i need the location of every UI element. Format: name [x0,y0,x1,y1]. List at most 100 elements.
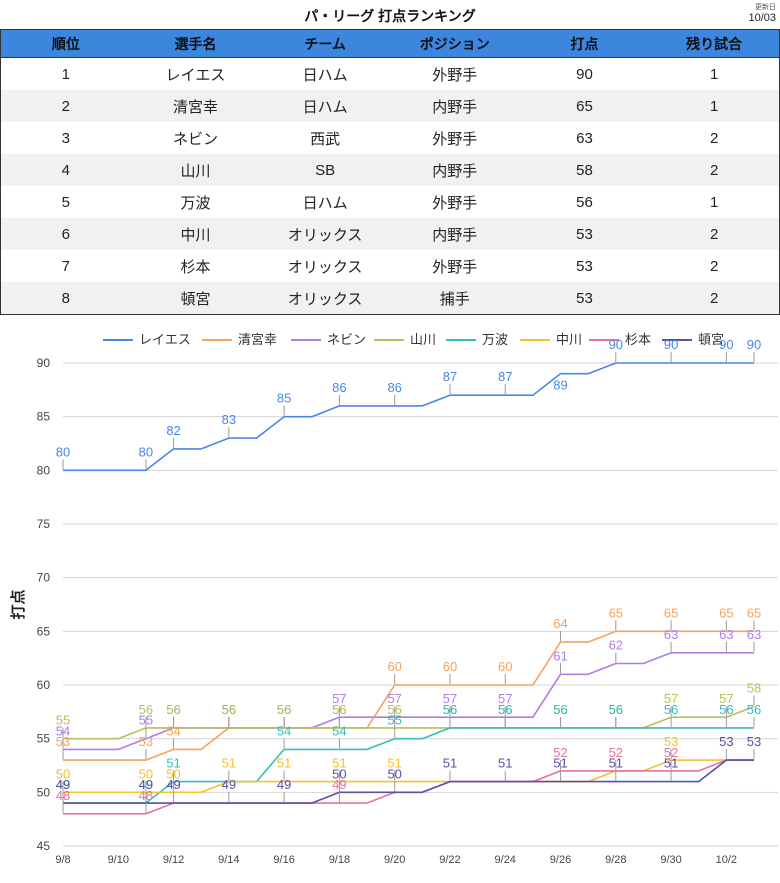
team-cell: 日ハム [260,186,390,218]
data-label: 56 [609,702,623,717]
legend-item: ネビン [291,332,366,347]
column-header-remaining: 残り試合 [649,30,779,58]
page-title: パ・リーグ 打点ランキング [304,8,476,24]
data-label: 56 [332,702,346,717]
series-line [63,630,754,761]
data-label: 57 [664,691,678,706]
data-label: 57 [719,691,733,706]
data-label: 50 [139,766,153,781]
data-label: 54 [277,723,291,738]
data-label: 51 [332,756,346,771]
data-label: 56 [747,702,761,717]
data-label: 56 [277,702,291,717]
rbi-line-chart: 45 50 55 60 65 70 75 80 85 90 9/8 9/10 9/12 9/14 9/16 9… [0,322,780,878]
table-row: 4 山川 SB 内野手 58 2 [1,154,779,186]
data-label: 56 [609,702,623,717]
y-tick-label: 85 [37,410,51,424]
data-label: 62 [609,638,623,653]
data-label: 90 [747,337,761,352]
data-label: 56 [387,702,401,717]
rbi-cell: 65 [519,90,650,122]
data-label: 57 [387,691,401,706]
data-label: 57 [498,691,512,706]
data-label: 56 [222,702,236,717]
table-row: 1 レイエス 日ハム 外野手 90 1 [1,57,779,90]
x-tick-label: 9/14 [218,854,239,866]
data-label: 56 [222,702,236,717]
data-label: 52 [609,745,623,760]
rbi-cell: 58 [519,154,650,186]
data-label: 63 [747,627,761,642]
x-tick-label: 9/16 [273,854,294,866]
x-tick-label: 9/10 [108,854,129,866]
remaining-cell: 2 [649,282,779,314]
rank-cell: 6 [1,218,131,250]
data-label: 82 [166,423,180,438]
data-label: 53 [664,734,678,749]
y-tick-label: 75 [37,517,51,531]
data-label: 65 [664,605,678,620]
column-header-position: ポジション [389,30,520,58]
y-tick-label: 90 [37,356,51,370]
data-label: 51 [387,756,401,771]
rank-cell: 4 [1,154,131,186]
position-cell: 外野手 [389,186,520,218]
x-tick-label: 9/20 [384,854,405,866]
team-cell: 日ハム [260,57,390,90]
data-label: 51 [277,756,291,771]
legend-item: 万波 [446,332,508,347]
position-cell: 捕手 [389,282,520,314]
legend-item: 清宮幸 [202,332,277,347]
column-header-rank: 順位 [1,30,131,58]
data-label: 56 [498,702,512,717]
y-tick-label: 50 [37,785,51,799]
player-cell: レイエス [130,57,261,90]
remaining-cell: 2 [649,122,779,154]
y-tick-label: 65 [37,624,51,638]
data-label: 51 [166,756,180,771]
data-label: 52 [664,745,678,760]
column-header-team: チーム [260,30,390,58]
data-label: 86 [387,380,401,395]
rank-cell: 5 [1,186,131,218]
team-cell: オリックス [260,282,390,314]
x-tick-label: 9/18 [329,854,350,866]
data-label: 56 [443,702,457,717]
team-cell: 西武 [260,122,390,154]
data-label: 87 [443,369,457,384]
ranking-table: 順位 選手名 チーム ポジション 打点 残り試合 1 レイエス 日ハム 外野手 90 1 2… [0,29,780,315]
data-label: 51 [609,756,623,771]
data-label: 55 [56,713,70,728]
legend-label: 頓宮 [698,332,724,347]
data-label: 50 [332,766,346,781]
rbi-cell: 90 [519,57,650,90]
rbi-cell: 53 [519,250,650,282]
team-cell: SB [260,154,390,186]
x-tick-label: 9/30 [660,854,681,866]
x-tick-label: 9/24 [495,854,516,866]
table-row: 3 ネビン 西武 外野手 63 2 [1,122,779,154]
data-label: 83 [222,412,236,427]
x-tick-label: 9/22 [439,854,460,866]
data-label: 51 [664,756,678,771]
position-cell: 内野手 [389,218,520,250]
data-label: 52 [553,745,567,760]
remaining-cell: 2 [649,250,779,282]
player-cell: 万波 [130,186,261,218]
data-label: 56 [719,702,733,717]
x-tick-label: 10/2 [716,854,737,866]
data-label: 53 [139,734,153,749]
column-header-player: 選手名 [130,30,261,58]
data-label: 60 [498,659,512,674]
data-label: 56 [553,702,567,717]
data-label: 49 [56,777,70,792]
update-date: 10/03 [748,12,776,24]
y-axis-title: 打点 [9,589,27,619]
data-label: 53 [719,734,733,749]
data-label: 65 [609,605,623,620]
data-label: 50 [56,766,70,781]
rank-cell: 7 [1,250,131,282]
table-row: 8 頓宮 オリックス 捕手 53 2 [1,282,779,314]
player-cell: 頓宮 [130,282,261,314]
table-header-row: 順位 選手名 チーム ポジション 打点 残り試合 [1,30,779,58]
